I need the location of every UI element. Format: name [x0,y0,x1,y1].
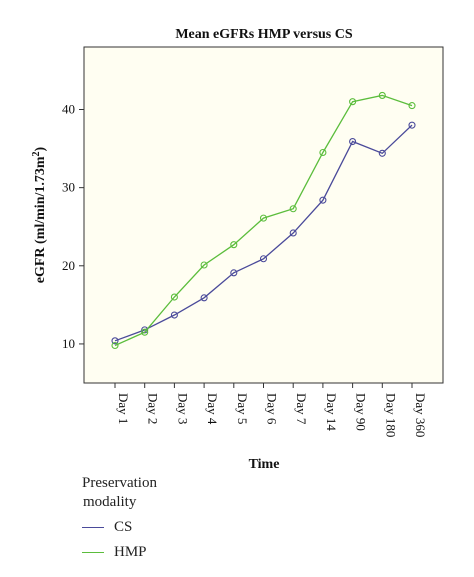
point-hmp-10 [408,102,416,110]
point-cs-0 [111,337,119,345]
y-tick-label-40: 40 [62,102,75,117]
point-hmp-9 [378,91,386,99]
point-hmp-2 [170,293,178,301]
point-cs-3 [200,294,208,302]
y-axis: 10 20 30 40 [62,102,84,351]
legend-swatch-cs [82,527,104,528]
x-tick-label-2: Day 3 [175,393,190,424]
point-hmp-0 [111,341,119,350]
series-line-cs [114,124,413,342]
legend-label-cs: CS [114,519,133,535]
point-cs-6 [289,229,297,237]
point-hmp-1 [141,328,149,336]
x-tick-label-5: Day 6 [265,393,280,425]
x-tick-label-0: Day 1 [116,393,131,424]
y-tick-label-30: 30 [62,180,75,195]
point-cs-9 [378,149,386,157]
x-tick-label-7: Day 14 [324,393,339,431]
x-tick-label-8: Day 90 [354,393,369,431]
legend-item-cs: CS [82,518,157,537]
y-axis-title: eGFR (ml/min/1.73m2) [31,146,48,283]
point-hmp-7 [319,148,327,157]
x-tick-label-10: Day 360 [413,393,428,437]
x-axis-title: Time [249,457,280,472]
point-cs-10 [408,121,416,129]
x-axis: Day 1 Day 2 Day 3 Day 4 Day 5 Day 6 Day 7 Day 1… [114,383,428,437]
x-tick-label-1: Day 2 [146,393,161,424]
x-tick-label-3: Day 4 [205,393,220,425]
legend-label-hmp: HMP [114,544,147,560]
y-tick-label-20: 20 [62,258,75,273]
legend-title-line1: Preservation [82,475,157,491]
x-tick-label-9: Day 180 [383,393,398,437]
point-hmp-3 [200,261,208,269]
y-axis-title-suffix: ) [33,146,48,151]
legend-swatch-hmp [82,552,104,553]
y-tick-label-10: 10 [62,336,75,351]
legend-item-hmp: HMP [82,543,157,562]
point-cs-5 [259,255,268,263]
series-layer [111,91,416,350]
point-hmp-8 [349,98,357,106]
x-tick-label-4: Day 5 [235,393,250,424]
point-cs-2 [170,311,178,319]
legend: Preservation modality CS HMP [82,474,157,562]
point-cs-8 [349,137,357,146]
point-hmp-6 [289,205,297,213]
x-tick-label-6: Day 7 [294,393,309,425]
point-cs-4 [230,269,238,277]
y-axis-title-main: eGFR (ml/min/1.73m [33,156,48,283]
legend-title-line2: modality [83,494,137,510]
point-cs-7 [319,196,327,204]
point-hmp-5 [259,214,268,222]
y-axis-title-superscript: 2 [31,151,42,156]
point-hmp-4 [230,241,238,249]
chart-title: Mean eGFRs HMP versus CS [175,27,353,42]
series-line-hmp [114,94,413,347]
